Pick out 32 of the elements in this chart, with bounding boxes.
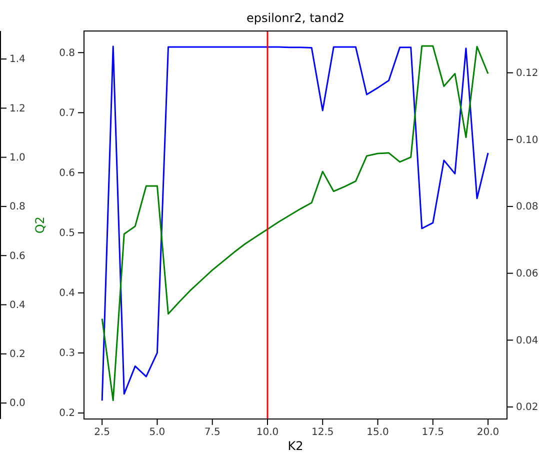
x-tick-label: 5.0 xyxy=(149,427,166,438)
x-tick-label: 17.5 xyxy=(422,427,444,438)
y3-tick-label: 1.4 xyxy=(10,54,26,66)
y3-tick-label: 1.2 xyxy=(10,103,26,114)
y3-tick-label: 0.2 xyxy=(10,349,26,360)
x-tick-label: 7.5 xyxy=(204,427,220,438)
y-tick-label: 0.4 xyxy=(59,288,75,300)
y-tick-label: 0.7 xyxy=(59,108,75,119)
x-axis-title: K2 xyxy=(288,439,304,453)
chart-title: epsilonr2, tand2 xyxy=(246,11,344,25)
y-axis-title: Q2 xyxy=(33,216,47,234)
y-tick-label: 0.6 xyxy=(59,168,75,179)
x-tick-label: 12.5 xyxy=(311,427,334,438)
y2-tick-label: 0.02 xyxy=(516,402,538,414)
y3-tick-label: 0.4 xyxy=(10,300,26,311)
x-tick-label: 15.0 xyxy=(366,427,389,438)
y-tick-label: 0.3 xyxy=(59,348,75,360)
y2-tick-label: 0.10 xyxy=(516,134,538,146)
y2-tick-label: 0.12 xyxy=(516,68,538,79)
y3-tick-label: 0.8 xyxy=(10,202,26,213)
x-tick-label: 20.0 xyxy=(476,427,500,438)
y-tick-label: 0.2 xyxy=(59,408,75,420)
y2-tick-label: 0.06 xyxy=(516,268,538,280)
y2-tick-label: 0.08 xyxy=(516,202,538,213)
y-tick-label: 0.5 xyxy=(59,228,75,240)
y3-tick-label: 0.6 xyxy=(10,250,26,262)
y2-tick-label: 0.04 xyxy=(516,335,538,346)
y3-tick-label: 0.0 xyxy=(10,398,26,410)
x-tick-label: 10.0 xyxy=(256,427,279,438)
x-tick-label: 2.5 xyxy=(94,427,110,438)
y3-tick-label: 1.0 xyxy=(10,152,26,164)
y-tick-label: 0.8 xyxy=(59,48,75,59)
